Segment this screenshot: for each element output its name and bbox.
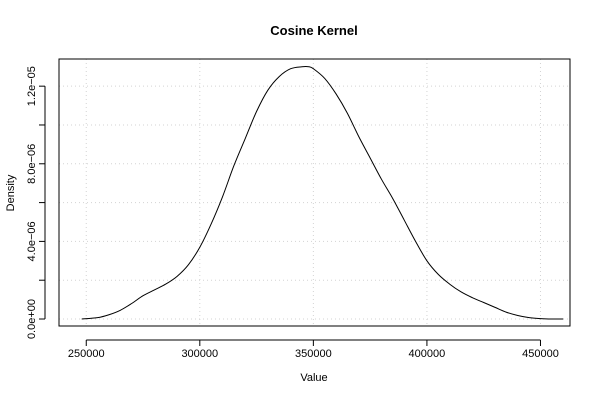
x-tick-label: 350000 (295, 348, 332, 360)
chart-title: Cosine Kernel (270, 23, 357, 38)
x-tick-label: 300000 (181, 348, 218, 360)
x-axis-label: Value (300, 372, 327, 384)
y-axis-label: Density (5, 174, 17, 211)
y-tick-label: 1.2e−05 (26, 66, 38, 106)
y-tick-label: 8.0e−06 (26, 144, 38, 184)
y-axis: 0.0e+00 4.0e−06 8.0e−06 1.2e−05 (26, 66, 46, 339)
x-tick-label: 250000 (68, 348, 105, 360)
grid (59, 59, 570, 326)
density-curve (81, 66, 564, 320)
x-axis: 250000 300000 350000 400000 450000 (68, 339, 559, 360)
y-tick-label: 0.0e+00 (26, 299, 38, 339)
y-tick-label: 4.0e−06 (26, 221, 38, 261)
x-tick-label: 450000 (522, 348, 559, 360)
x-tick-label: 400000 (409, 348, 446, 360)
plot-frame (58, 58, 571, 327)
